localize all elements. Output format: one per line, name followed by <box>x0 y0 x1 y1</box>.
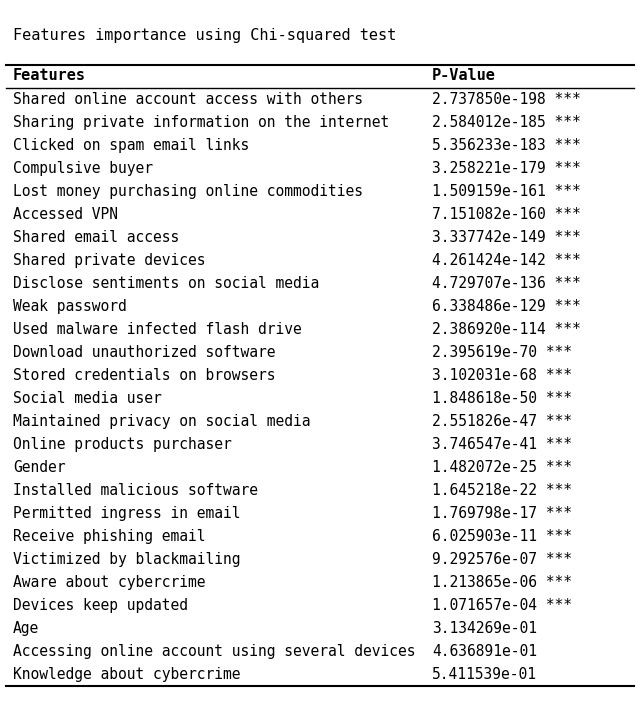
Text: 2.395619e-70 ***: 2.395619e-70 *** <box>432 344 572 360</box>
Text: Permitted ingress in email: Permitted ingress in email <box>13 506 240 521</box>
Text: Disclose sentiments on social media: Disclose sentiments on social media <box>13 276 319 291</box>
Text: Age: Age <box>13 621 39 636</box>
Text: Gender: Gender <box>13 460 65 475</box>
Text: 3.134269e-01: 3.134269e-01 <box>432 621 537 636</box>
Text: Devices keep updated: Devices keep updated <box>13 598 188 613</box>
Text: 1.509159e-161 ***: 1.509159e-161 *** <box>432 183 580 199</box>
Text: 2.737850e-198 ***: 2.737850e-198 *** <box>432 91 580 107</box>
Text: P-Value: P-Value <box>432 67 496 82</box>
Text: 1.071657e-04 ***: 1.071657e-04 *** <box>432 598 572 613</box>
Text: 9.292576e-07 ***: 9.292576e-07 *** <box>432 552 572 567</box>
Text: 1.213865e-06 ***: 1.213865e-06 *** <box>432 575 572 590</box>
Text: Aware about cybercrime: Aware about cybercrime <box>13 575 205 590</box>
Text: Accessing online account using several devices: Accessing online account using several d… <box>13 644 415 659</box>
Text: 3.258221e-179 ***: 3.258221e-179 *** <box>432 161 580 176</box>
Text: Compulsive buyer: Compulsive buyer <box>13 161 153 176</box>
Text: 1.482072e-25 ***: 1.482072e-25 *** <box>432 460 572 475</box>
Text: Weak password: Weak password <box>13 299 127 314</box>
Text: Online products purchaser: Online products purchaser <box>13 437 232 452</box>
Text: 1.645218e-22 ***: 1.645218e-22 *** <box>432 483 572 498</box>
Text: 4.636891e-01: 4.636891e-01 <box>432 644 537 659</box>
Text: Shared private devices: Shared private devices <box>13 253 205 268</box>
Text: Receive phishing email: Receive phishing email <box>13 529 205 544</box>
Text: Lost money purchasing online commodities: Lost money purchasing online commodities <box>13 183 363 199</box>
Text: Shared email access: Shared email access <box>13 230 179 245</box>
Text: Maintained privacy on social media: Maintained privacy on social media <box>13 414 310 429</box>
Text: Victimized by blackmailing: Victimized by blackmailing <box>13 552 240 567</box>
Text: 2.386920e-114 ***: 2.386920e-114 *** <box>432 322 580 337</box>
Text: Shared online account access with others: Shared online account access with others <box>13 91 363 107</box>
Text: 6.338486e-129 ***: 6.338486e-129 *** <box>432 299 580 314</box>
Text: 4.729707e-136 ***: 4.729707e-136 *** <box>432 276 580 291</box>
Text: 2.551826e-47 ***: 2.551826e-47 *** <box>432 414 572 429</box>
Text: 5.356233e-183 ***: 5.356233e-183 *** <box>432 138 580 153</box>
Text: Social media user: Social media user <box>13 391 161 406</box>
Text: 3.102031e-68 ***: 3.102031e-68 *** <box>432 368 572 382</box>
Text: 3.746547e-41 ***: 3.746547e-41 *** <box>432 437 572 452</box>
Text: 2.584012e-185 ***: 2.584012e-185 *** <box>432 115 580 129</box>
Text: Knowledge about cybercrime: Knowledge about cybercrime <box>13 667 240 682</box>
Text: 7.151082e-160 ***: 7.151082e-160 *** <box>432 207 580 221</box>
Text: Download unauthorized software: Download unauthorized software <box>13 344 275 360</box>
Text: 6.025903e-11 ***: 6.025903e-11 *** <box>432 529 572 544</box>
Text: Clicked on spam email links: Clicked on spam email links <box>13 138 249 153</box>
Text: Used malware infected flash drive: Used malware infected flash drive <box>13 322 301 337</box>
Text: Accessed VPN: Accessed VPN <box>13 207 118 221</box>
Text: 4.261424e-142 ***: 4.261424e-142 *** <box>432 253 580 268</box>
Text: Sharing private information on the internet: Sharing private information on the inter… <box>13 115 389 129</box>
Text: 5.411539e-01: 5.411539e-01 <box>432 667 537 682</box>
Text: Installed malicious software: Installed malicious software <box>13 483 258 498</box>
Text: 3.337742e-149 ***: 3.337742e-149 *** <box>432 230 580 245</box>
Text: Stored credentials on browsers: Stored credentials on browsers <box>13 368 275 382</box>
Text: Features: Features <box>13 67 86 82</box>
Text: 1.769798e-17 ***: 1.769798e-17 *** <box>432 506 572 521</box>
Text: 1.848618e-50 ***: 1.848618e-50 *** <box>432 391 572 406</box>
Text: Features importance using Chi-squared test: Features importance using Chi-squared te… <box>13 28 396 43</box>
